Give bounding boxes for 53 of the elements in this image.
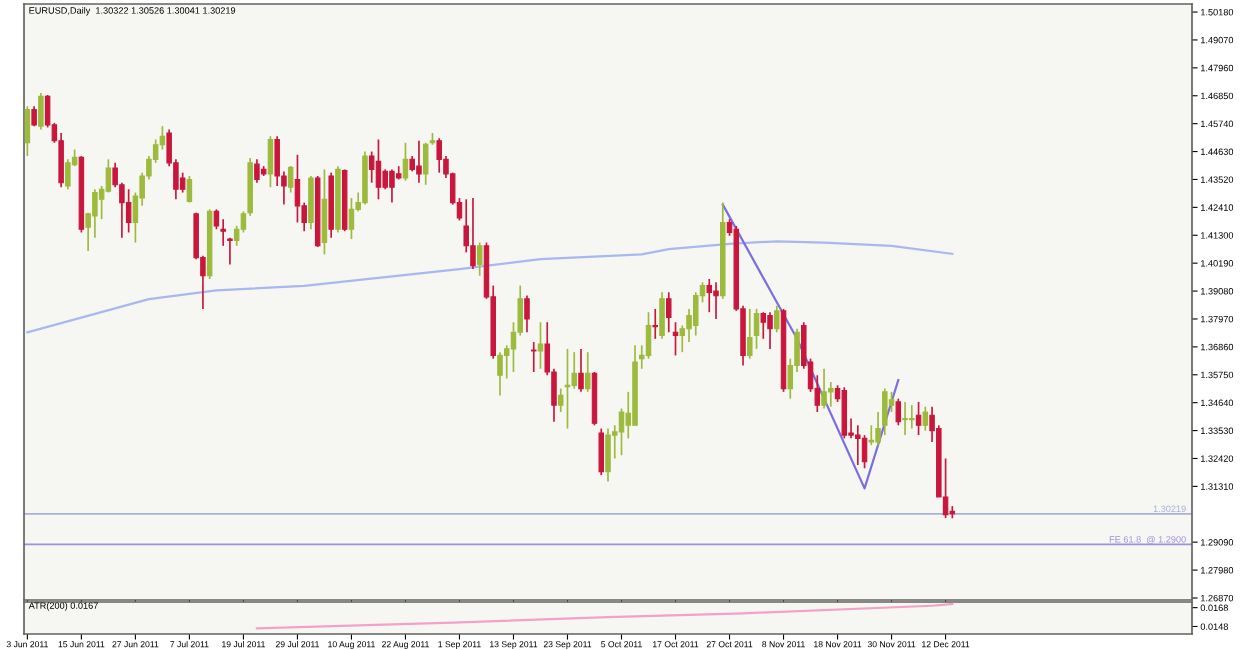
- candlestick: [65, 158, 71, 191]
- candlestick: [497, 351, 503, 397]
- line-series: [721, 203, 900, 490]
- candlestick: [389, 168, 395, 204]
- candlestick: [476, 241, 483, 277]
- candlestick: [767, 311, 773, 350]
- candlestick: [416, 139, 422, 184]
- candlestick: [578, 348, 584, 393]
- candlestick: [855, 424, 861, 466]
- candlestick: [254, 158, 260, 184]
- candlestick: [659, 291, 665, 340]
- line-series: [255, 602, 954, 630]
- candlestick: [267, 135, 274, 189]
- candlestick: [821, 367, 827, 410]
- candlestick: [382, 168, 388, 191]
- candlestick: [348, 197, 355, 240]
- candlestick: [470, 197, 476, 270]
- candlestick: [38, 92, 44, 131]
- candlestick: [605, 427, 611, 483]
- candlestick: [524, 294, 530, 334]
- candlestick: [902, 401, 908, 436]
- candlestick: [915, 401, 922, 436]
- candlestick: [530, 341, 537, 373]
- candlestick: [922, 405, 929, 432]
- candlestick: [537, 321, 544, 370]
- candlestick: [375, 138, 382, 201]
- candlestick: [92, 188, 98, 239]
- candlestick: [598, 427, 604, 476]
- candlestick: [706, 278, 713, 314]
- candlestick: [125, 188, 132, 234]
- line-series: [26, 240, 954, 334]
- candlestick: [909, 404, 915, 430]
- candlestick: [652, 308, 659, 340]
- candlestick: [868, 424, 875, 446]
- candlestick: [713, 281, 719, 320]
- candlestick: [362, 150, 368, 206]
- candlestick: [186, 175, 193, 204]
- candlestick: [402, 141, 409, 182]
- candlestick: [747, 308, 753, 360]
- candlestick: [308, 175, 314, 231]
- candlestick: [666, 291, 672, 334]
- candlestick: [294, 153, 301, 224]
- candlestick: [220, 218, 226, 247]
- candlestick: [105, 158, 112, 194]
- candlestick: [321, 168, 328, 256]
- candlestick: [422, 141, 429, 186]
- candlestick: [287, 165, 294, 194]
- candlestick: [24, 105, 31, 157]
- candlestick: [436, 137, 442, 174]
- candlestick: [895, 397, 902, 427]
- candlestick: [584, 351, 591, 393]
- candlestick: [841, 386, 848, 440]
- candlestick: [774, 304, 780, 334]
